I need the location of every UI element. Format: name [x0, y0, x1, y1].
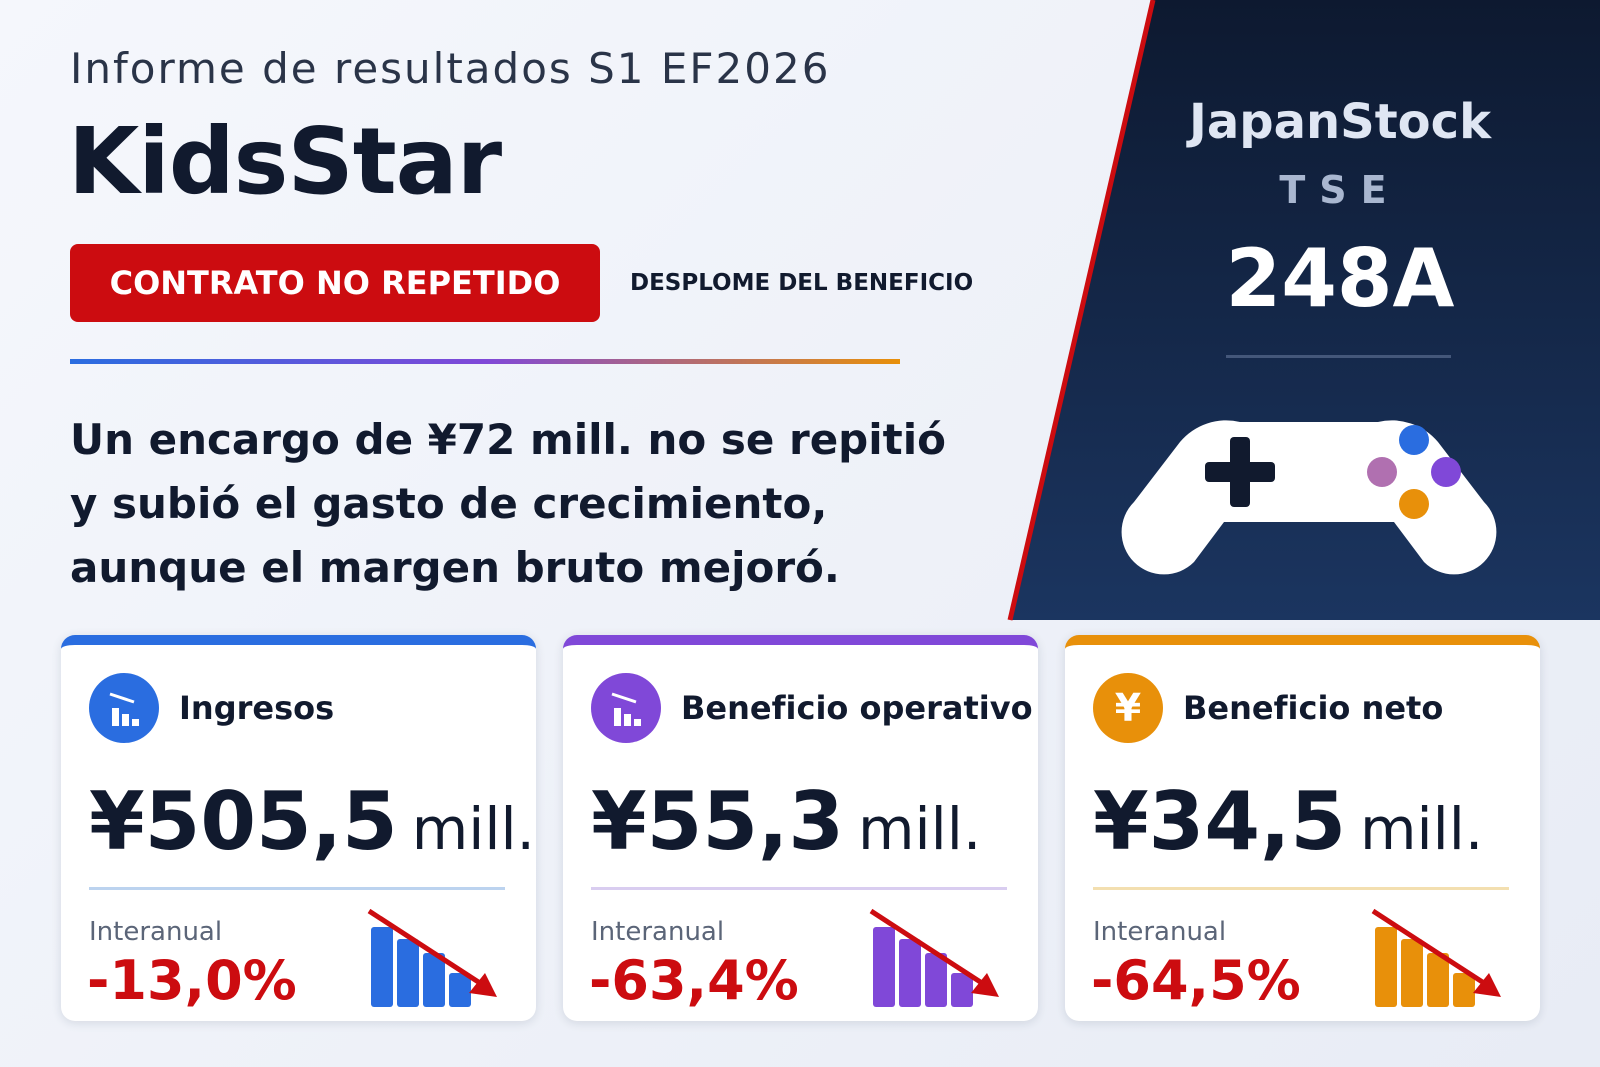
card-label: Beneficio neto — [1183, 689, 1444, 727]
gamepad-icon — [1121, 420, 1497, 575]
summary: Un encargo de ¥72 mill. no se repitió y … — [70, 415, 946, 592]
brand: JapanStock — [1188, 94, 1492, 150]
unit: mill. — [1360, 795, 1484, 863]
value: ¥55,3 — [591, 775, 845, 868]
subtitle: Informe de resultados S1 EF2026 — [70, 44, 831, 93]
metric-card: Ingresos ¥505,5 mill. Interanual -13,0% — [61, 635, 536, 1021]
card-value: ¥55,3 mill. — [591, 775, 981, 868]
change-label: Interanual — [1093, 917, 1227, 947]
divider — [70, 359, 900, 364]
card-label: Ingresos — [179, 689, 335, 727]
trend-icon — [1371, 908, 1501, 1007]
separator — [89, 887, 505, 890]
trend-icon — [869, 908, 999, 1007]
unit: mill. — [858, 795, 982, 863]
badge: CONTRATO NO REPETIDO — [70, 244, 600, 322]
separator — [591, 887, 1007, 890]
change-label: Interanual — [89, 917, 223, 947]
ticker-panel — [1007, 0, 1600, 621]
card-value: ¥505,5 mill. — [89, 775, 535, 868]
metric-card: ¥ Beneficio neto ¥34,5 mill. Interanual -… — [1065, 635, 1540, 1021]
tag: DESPLOME DEL BENEFICIO — [630, 270, 974, 296]
icon: ¥ — [1093, 673, 1163, 743]
change-label: Interanual — [591, 917, 725, 947]
unit: mill. — [411, 795, 535, 863]
divider — [1226, 355, 1451, 358]
change: -64,5% — [1091, 949, 1301, 1012]
change: -13,0% — [87, 949, 297, 1012]
card-value: ¥34,5 mill. — [1093, 775, 1483, 868]
card-label: Beneficio operativo — [681, 689, 1033, 727]
value: ¥505,5 — [89, 775, 398, 868]
value: ¥34,5 — [1093, 775, 1347, 868]
exchange: TSE — [1279, 168, 1401, 212]
ticker-code: 248A — [1225, 232, 1455, 325]
icon — [89, 673, 159, 743]
metric-card: Beneficio operativo ¥55,3 mill. Interanua… — [563, 635, 1038, 1021]
separator — [1093, 887, 1509, 890]
change: -63,4% — [589, 949, 799, 1012]
icon — [591, 673, 661, 743]
title: KidsStar — [68, 108, 502, 215]
trend-icon — [367, 908, 497, 1007]
